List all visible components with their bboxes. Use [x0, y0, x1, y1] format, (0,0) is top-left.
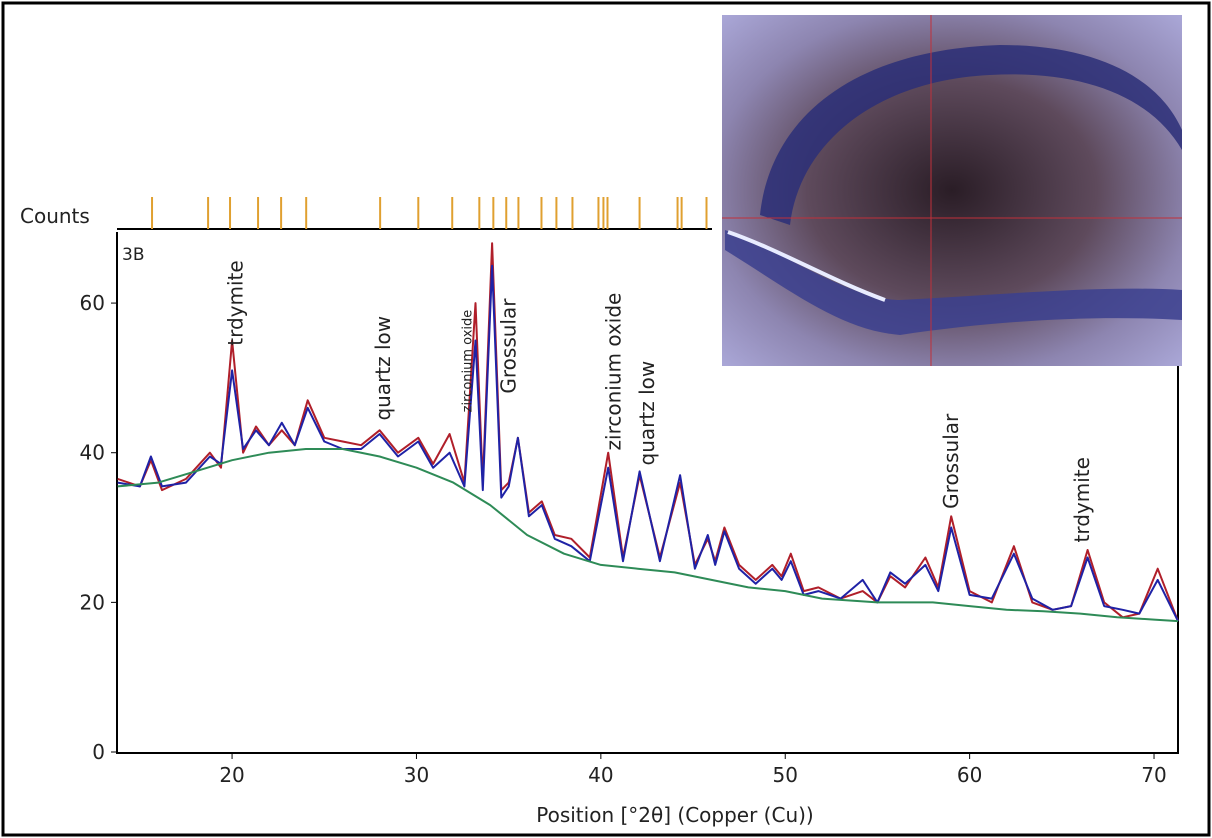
- y-tick-label: 40: [80, 441, 105, 465]
- series-line: [117, 242, 1179, 622]
- plot-marks: 0 20 40 60 20 30 40 50 60 70 trdymite quartz low zir…: [80, 197, 1179, 787]
- y-tick-label: 60: [80, 291, 105, 315]
- photo-rim: [760, 45, 1182, 225]
- peak-annotation: trdymite: [224, 260, 248, 345]
- photo-edge: [725, 230, 1182, 335]
- y-tick-label: 20: [80, 590, 105, 614]
- x-tick-label: 20: [219, 763, 244, 787]
- peak-annotation: Grossular: [497, 298, 521, 394]
- peak-annotation: trdymite: [1070, 457, 1094, 542]
- x-tick-label: 50: [773, 763, 798, 787]
- photo-glint: [727, 230, 886, 302]
- series-line: [117, 264, 1179, 622]
- strip-label: Counts: [20, 204, 90, 228]
- peak-annotation: Grossular: [939, 413, 963, 509]
- plot-frame: [116, 232, 1179, 754]
- peak-annotation: quartz low: [635, 361, 659, 466]
- peak-annotation: quartz low: [371, 316, 395, 421]
- x-tick-label: 60: [957, 763, 982, 787]
- y-tick-label: 0: [92, 740, 105, 764]
- peak-annotation: zirconium oxide: [460, 310, 475, 413]
- peak-annotation: zirconium oxide: [602, 293, 626, 451]
- x-tick-label: 30: [404, 763, 429, 787]
- series-line: [117, 448, 1179, 623]
- x-tick-label: 40: [588, 763, 613, 787]
- x-axis-label: Position [°2θ] (Copper (Cu)): [536, 803, 813, 827]
- x-tick-label: 70: [1141, 763, 1166, 787]
- inset-photo: [722, 15, 1182, 366]
- panel-label: 3B: [122, 245, 144, 265]
